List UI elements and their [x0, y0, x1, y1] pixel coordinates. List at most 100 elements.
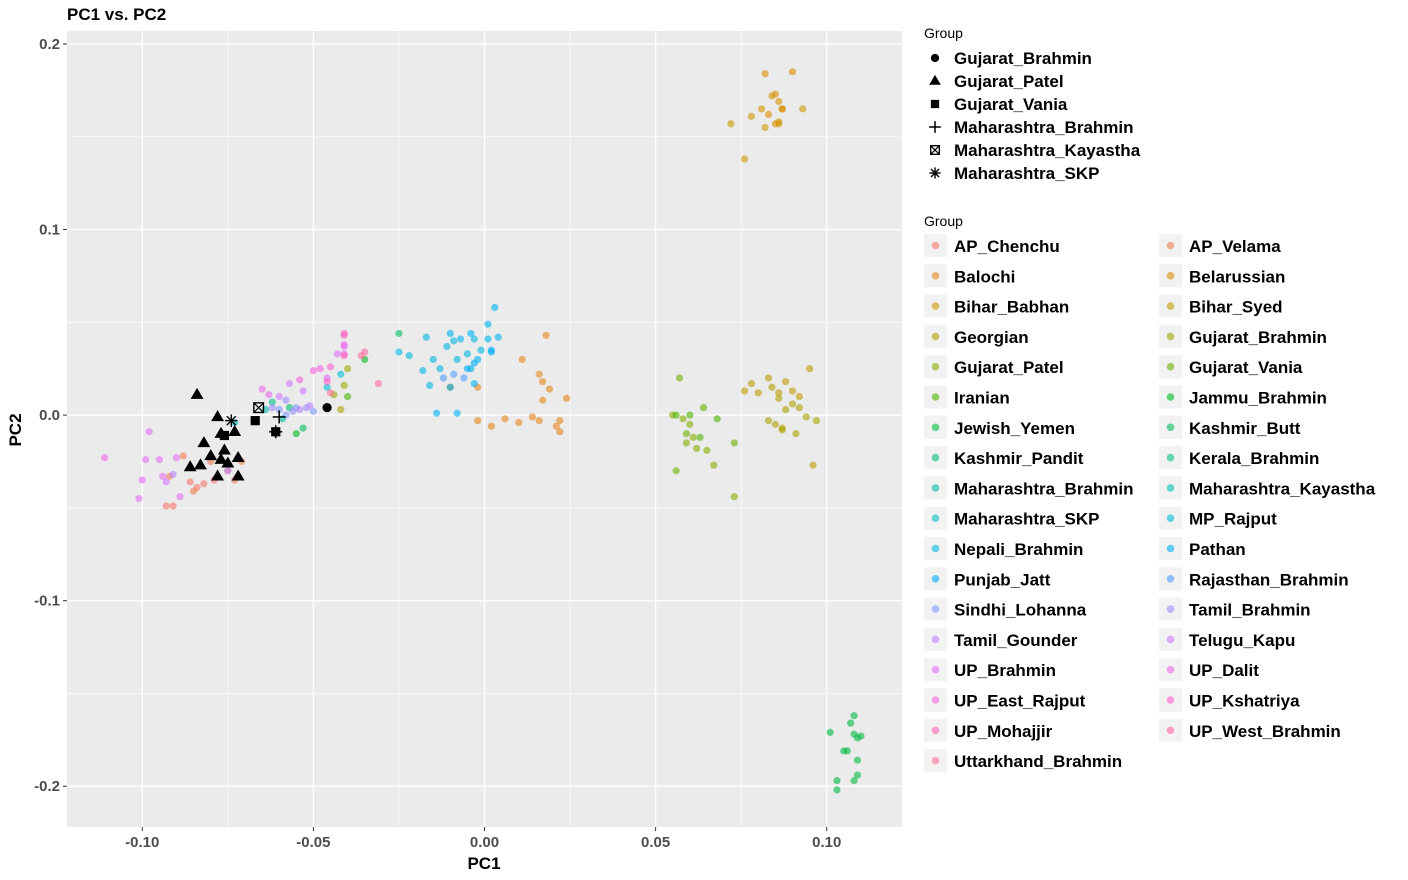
color-legend-label: Jewish_Yemen	[954, 419, 1075, 438]
shape-legend-item: Gujarat_Patel	[929, 72, 1064, 91]
triangle-mark	[211, 469, 225, 481]
data-point	[299, 387, 307, 395]
data-point	[450, 337, 458, 345]
marker-triangle	[217, 443, 231, 455]
color-legend-item: Pathan	[1159, 537, 1246, 560]
data-point	[200, 480, 208, 488]
data-point	[689, 433, 697, 441]
data-point	[477, 346, 485, 354]
data-point	[682, 430, 691, 438]
marker-asterisk	[929, 167, 941, 179]
data-point	[474, 417, 482, 425]
data-point	[713, 415, 721, 423]
series-bihar-syed	[740, 365, 817, 469]
marker-triangle	[214, 452, 228, 464]
data-point	[340, 381, 348, 389]
chart-title: PC1 vs. PC2	[67, 5, 166, 24]
color-legend-item: UP_Dalit	[1159, 658, 1259, 682]
data-point	[138, 476, 146, 484]
marker-boxed-x	[929, 144, 941, 156]
data-point	[518, 355, 526, 364]
color-legend-item: Georgian	[924, 324, 1029, 348]
triangle-mark	[221, 456, 235, 468]
data-point	[853, 771, 862, 779]
data-point	[296, 376, 304, 384]
shape-legend-title: Group	[924, 25, 963, 41]
legend-dot	[931, 362, 940, 371]
marker-circle	[930, 53, 940, 63]
marker-triangle	[204, 449, 218, 461]
data-point	[795, 392, 803, 401]
series-gujarat-brahmin	[330, 365, 352, 399]
color-legend-item: Kerala_Brahmin	[1159, 446, 1319, 470]
color-legend-item: Gujarat_Vania	[1159, 355, 1303, 379]
data-point	[357, 352, 365, 360]
color-legend-label: Bihar_Babhan	[954, 298, 1069, 317]
color-legend-label: Bihar_Syed	[1189, 298, 1283, 317]
data-point	[306, 402, 314, 410]
data-point	[432, 409, 441, 417]
shape-legend-label: Maharashtra_Kayastha	[954, 141, 1141, 160]
y-tick-label: -0.2	[34, 778, 60, 795]
triangle-mark	[214, 452, 228, 464]
box-frame	[253, 402, 265, 414]
legend-dot	[1166, 302, 1175, 310]
shape-legend-item: Gujarat_Vania	[930, 95, 1068, 114]
series-punjab-jatt	[463, 346, 495, 373]
data-point	[515, 418, 523, 427]
legend-dot	[1166, 605, 1175, 613]
circle-mark	[322, 403, 332, 413]
data-point	[426, 381, 434, 389]
series-gujarat-vania	[672, 374, 738, 475]
data-point	[162, 502, 170, 510]
legend-dot	[931, 544, 940, 553]
gridlines	[67, 31, 902, 827]
data-point	[135, 494, 143, 503]
x-tick-label: -0.10	[125, 834, 159, 851]
data-point	[833, 786, 841, 794]
color-legend-item: Balochi	[924, 264, 1015, 288]
y-tick-label: 0.1	[39, 222, 60, 239]
triangle-mark	[197, 436, 211, 448]
color-legend-label: Georgian	[954, 328, 1029, 347]
color-legend-item: UP_Kshatriya	[1159, 688, 1300, 712]
marker-asterisk	[225, 414, 238, 427]
color-legend-item: Gujarat_Patel	[924, 355, 1064, 379]
legend-dot	[1166, 272, 1175, 280]
color-legend-label: Maharashtra_SKP	[954, 510, 1100, 529]
data-point	[747, 379, 756, 388]
marker-triangle	[228, 424, 242, 436]
data-point	[484, 335, 492, 343]
data-point	[764, 110, 773, 119]
data-point	[470, 379, 478, 388]
data-point	[436, 365, 444, 373]
data-point	[806, 365, 814, 373]
triangle-mark	[211, 410, 225, 422]
color-legend-item: Punjab_Jatt	[924, 567, 1051, 591]
data-point	[775, 120, 783, 128]
series-gujarat-patel	[669, 411, 738, 501]
color-legend-item: Jewish_Yemen	[924, 415, 1075, 439]
data-point	[470, 335, 478, 343]
data-point	[285, 379, 294, 388]
color-legend-item: UP_West_Brahmin	[1159, 718, 1341, 742]
data-point	[419, 366, 427, 375]
data-point	[337, 405, 345, 414]
ast-d2	[930, 168, 940, 178]
data-point	[446, 383, 454, 391]
color-legend-item: Sindhi_Lohanna	[924, 597, 1087, 621]
series-up-kshatriya	[323, 363, 335, 386]
marker-triangle	[929, 74, 941, 85]
data-point	[470, 359, 478, 367]
data-point	[775, 389, 783, 397]
color-legend-label: Pathan	[1189, 540, 1246, 559]
data-point	[761, 70, 769, 78]
legend-dot	[1166, 726, 1175, 735]
color-legend-label: Maharashtra_Kayastha	[1189, 479, 1376, 498]
data-point	[501, 415, 509, 423]
y-axis-title: PC2	[6, 413, 25, 446]
data-point	[710, 461, 718, 469]
marker-triangle	[194, 458, 207, 470]
color-legend-item: Telugu_Kapu	[1159, 627, 1295, 651]
legend-dot	[931, 241, 940, 250]
